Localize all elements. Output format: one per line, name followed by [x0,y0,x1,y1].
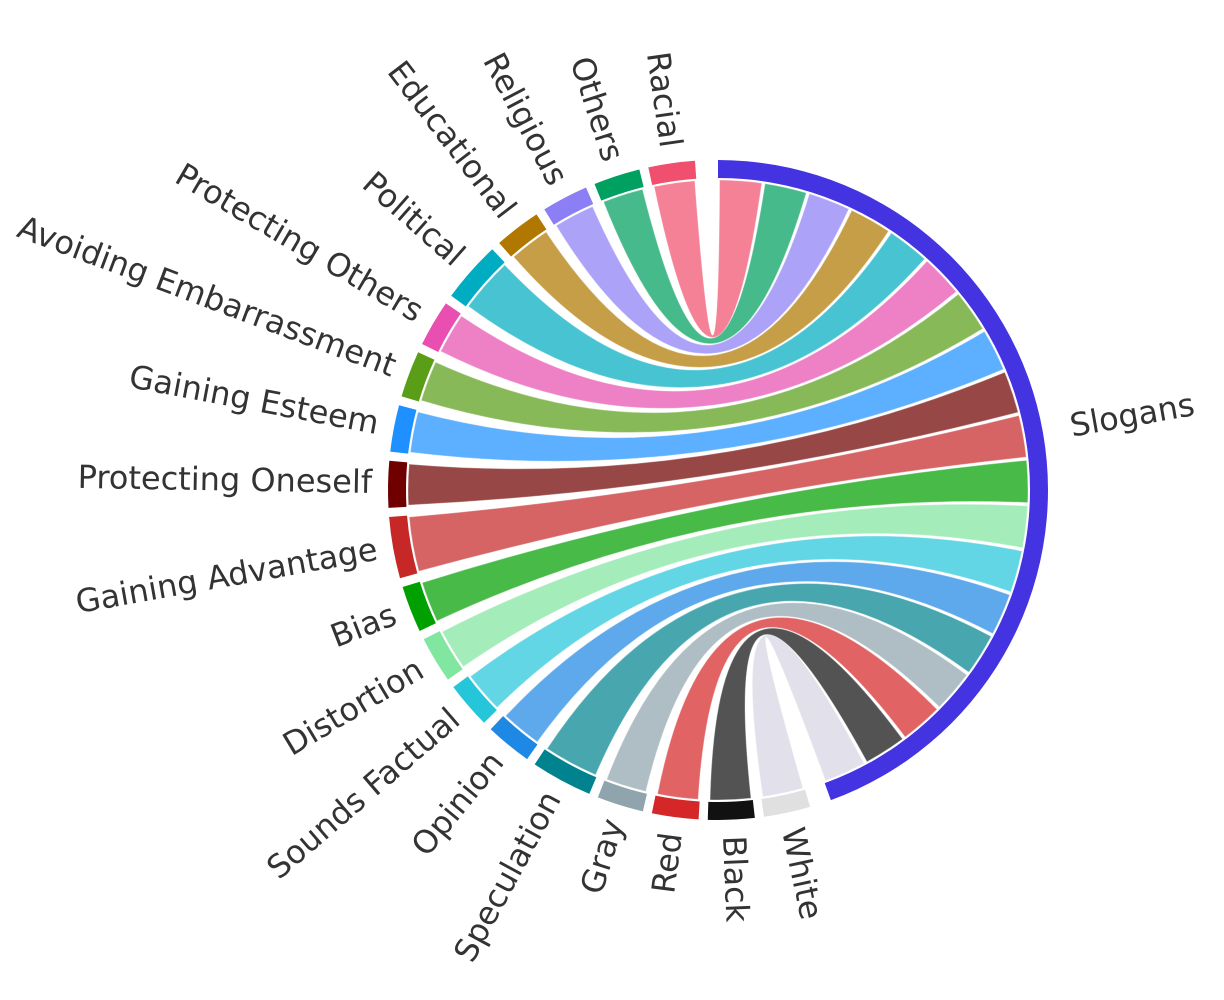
label-gaining-advantage: Gaining Advantage [73,530,381,621]
ribbon-speculation [546,583,992,776]
label-black: Black [715,835,756,924]
label-protecting-oneself: Protecting Oneself [77,458,373,501]
ribbon-red [656,617,938,800]
arcs-layer [388,160,1048,820]
arc-protecting-others [422,303,461,352]
label-avoiding-embarrassment: Avoiding Embarrassment [13,208,402,384]
ribbon-avoiding-embarrassment [420,293,984,433]
ribbons-layer [407,179,1029,801]
arc-gray [597,780,647,812]
label-racial: Racial [639,49,690,150]
ribbon-political [467,232,926,389]
arc-white [761,789,811,817]
arc-religious [544,187,594,225]
arc-political [451,249,505,307]
arc-gaining-advantage [389,515,418,579]
label-gray: Gray [573,814,632,898]
ribbon-protecting-others [440,260,957,409]
ribbon-opinion [504,561,1011,743]
arc-bias [402,581,436,631]
ribbon-gaining-esteem [409,330,1005,462]
ribbon-educational [512,209,890,368]
arc-others [594,169,644,201]
label-white: White [774,824,831,923]
ribbon-white [751,634,865,798]
ribbon-distortion [441,503,1029,668]
arc-avoiding-embarrassment [401,352,435,402]
arc-sounds-factual [453,676,497,723]
arc-protecting-oneself [388,460,408,508]
ribbon-protecting-oneself [407,371,1019,506]
arc-distortion [423,631,463,680]
ribbon-others [602,183,807,345]
ribbon-racial [653,179,763,338]
ribbon-bias [421,459,1029,622]
arc-educational [499,214,547,257]
arc-gaining-esteem [390,405,417,454]
arc-racial [648,160,697,186]
ribbon-black [709,627,904,801]
label-red: Red [644,830,690,895]
label-others: Others [563,52,632,166]
label-gaining-esteem: Gaining Esteem [126,357,382,442]
label-political: Political [355,164,472,274]
arc-opinion [490,716,538,760]
arc-black [707,800,755,820]
ribbon-gray [606,602,968,793]
ribbon-religious [555,193,850,355]
arc-speculation [534,749,597,794]
ribbon-gaining-advantage [408,414,1027,572]
label-slogans: Slogans [1067,385,1197,444]
ribbon-sounds-factual [469,535,1023,709]
arc-red [651,795,700,820]
label-bias: Bias [325,596,401,656]
